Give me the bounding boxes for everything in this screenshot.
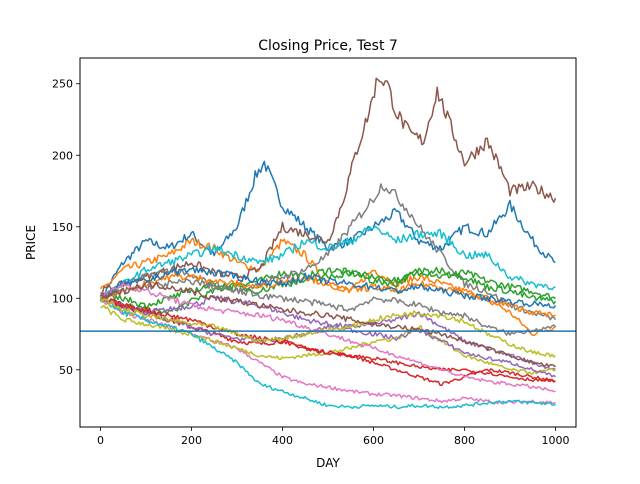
y-tick-label: 50	[59, 364, 73, 377]
axis-ticks: 0 200 400 600 800 1000 50 100 150 200 250	[52, 78, 570, 447]
y-tick-label: 100	[52, 292, 73, 305]
x-tick-label: 600	[363, 434, 384, 447]
series-line-10	[99, 298, 556, 410]
x-tick-label: 1000	[542, 434, 570, 447]
y-tick-label: 200	[52, 149, 73, 162]
x-tick-label: 200	[181, 434, 202, 447]
series-line-2	[99, 237, 556, 337]
y-tick-label: 250	[52, 78, 73, 91]
x-tick-label: 800	[454, 434, 475, 447]
series-line-9	[100, 304, 556, 375]
y-axis-label: PRICE	[24, 225, 38, 260]
axes-frame	[79, 57, 577, 428]
x-tick-label: 400	[272, 434, 293, 447]
series-line-3	[99, 267, 556, 315]
chart-title: Closing Price, Test 7	[258, 38, 398, 54]
series-line-19	[100, 282, 556, 393]
series-line-20	[100, 280, 557, 368]
series-line-11	[100, 225, 556, 299]
y-tick-label: 150	[52, 221, 73, 234]
series-line-6	[100, 77, 557, 295]
x-axis-label: DAY	[316, 456, 340, 470]
plot-area	[80, 77, 576, 410]
series-line-15	[99, 295, 556, 383]
series-line-12	[99, 266, 557, 309]
x-tick-label: 0	[97, 434, 104, 447]
series-line-18	[99, 266, 557, 309]
series-line-17	[100, 278, 557, 336]
